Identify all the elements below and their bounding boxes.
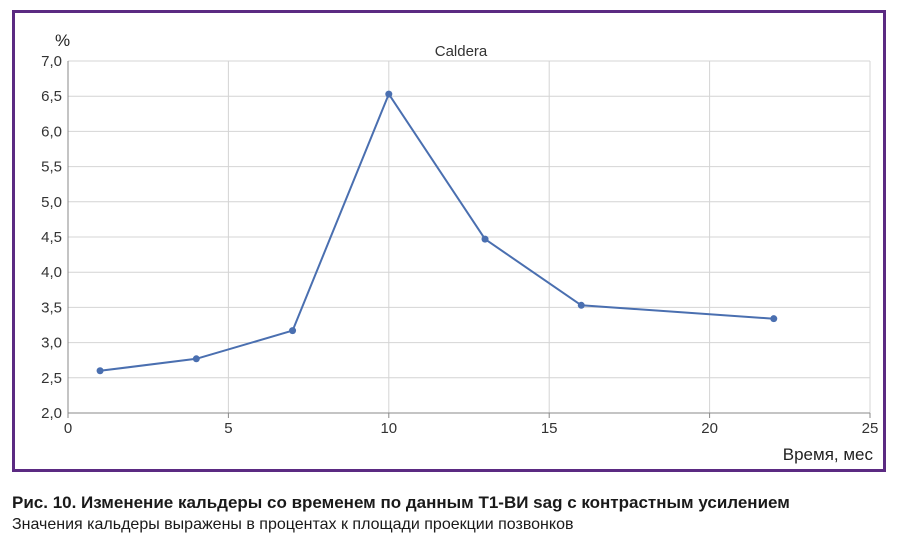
y-tick-label: 4,0 [41,264,62,281]
series [96,90,778,375]
x-tick-label: 0 [64,420,72,437]
y-tick-label: 6,0 [41,123,62,140]
data-point [385,90,393,98]
chart-frame: 2,0 2,5 3,0 3,5 4,0 4,5 5,0 5,5 6,0 6,5 7,0 0 5 10 15 2… [12,10,886,472]
axes [67,61,871,418]
data-point [770,315,778,323]
line-chart: 2,0 2,5 3,0 3,5 4,0 4,5 5,0 5,5 6,0 6,5 7,0 0 5 10 15 2… [41,31,878,464]
figure-caption-title: Рис. 10. Изменение кальдеры со временем … [12,493,790,512]
x-tick-label: 15 [541,420,558,437]
figure-caption-subtitle: Значения кальдеры выражены в процентах к… [12,516,574,533]
y-tick-label: 6,5 [41,88,62,105]
y-tick-label: 7,0 [41,53,62,70]
y-tick-label: 5,0 [41,194,62,211]
y-tick-label: 4,5 [41,229,62,246]
y-tick-label: 3,0 [41,335,62,352]
y-tick-label: 3,5 [41,299,62,316]
x-tick-label: 20 [701,420,718,437]
y-tick-label: 5,5 [41,159,62,176]
data-point [192,355,200,363]
y-tick-label: 2,0 [41,405,62,422]
chart-title: Caldera [435,43,488,60]
x-tick-label: 10 [380,420,397,437]
data-point [289,327,297,335]
x-tick-label: 25 [862,420,879,437]
y-axis-label: % [55,31,70,50]
data-point [481,235,489,243]
data-point [577,301,585,309]
y-tick-label: 2,5 [41,370,62,387]
series-line [99,93,774,372]
x-tick-label: 5 [224,420,232,437]
x-axis-label: Время, мес [783,445,874,464]
data-point [96,367,104,375]
tick-labels: 2,0 2,5 3,0 3,5 4,0 4,5 5,0 5,5 6,0 6,5 7,0 0 5 10 15 2… [41,53,878,437]
